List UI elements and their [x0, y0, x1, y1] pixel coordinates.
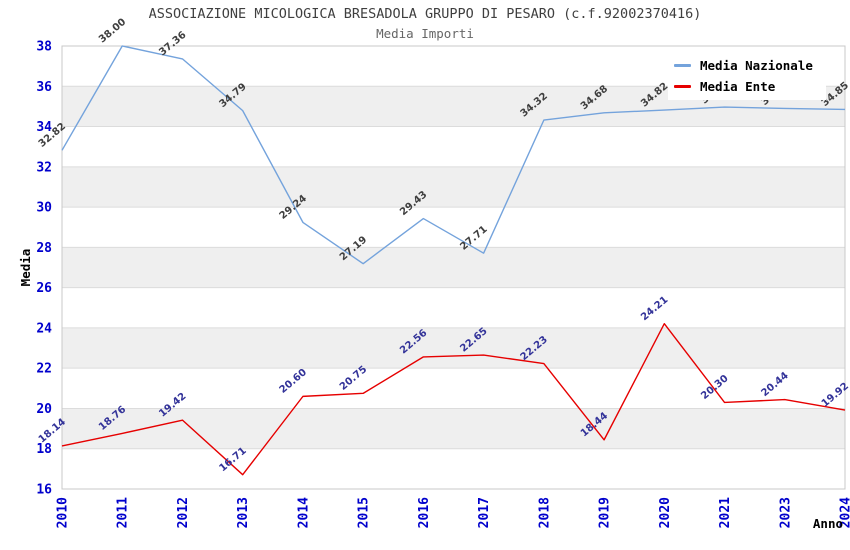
- x-tick-label: 2020: [658, 497, 673, 528]
- x-tick-label: 2019: [598, 497, 613, 528]
- x-tick-label: 2013: [236, 497, 251, 528]
- x-tick-label: 2011: [116, 497, 131, 528]
- x-tick-label: 2024: [839, 497, 850, 528]
- data-point-label: 20.60: [278, 367, 309, 396]
- data-point-label: 16.71: [217, 445, 248, 474]
- series-line-nazionale: [61, 45, 846, 265]
- y-tick-label: 22: [36, 362, 52, 377]
- x-axis-title: Anno: [813, 516, 843, 531]
- x-tick-label: 2017: [477, 497, 492, 528]
- legend-item-media-ente: Media Ente: [668, 79, 826, 94]
- data-point-label: 37.36: [157, 30, 188, 59]
- legend-label: Media Ente: [700, 79, 776, 94]
- x-tick-label: 2015: [357, 497, 372, 528]
- y-tick-label: 28: [36, 241, 52, 256]
- y-tick-label: 26: [36, 281, 52, 296]
- y-tick-label: 24: [36, 321, 52, 336]
- plot-border: [61, 45, 846, 490]
- x-tick-label: 2010: [56, 497, 71, 528]
- y-tick-label: 36: [36, 80, 52, 95]
- y-tick-label: 30: [36, 201, 52, 216]
- legend-item-media-nazionale: Media Nazionale: [668, 58, 826, 73]
- y-axis-tick-labels: 16 18 20 22 24 26 28 30 32 34 36 38: [36, 40, 52, 498]
- y-tick-label: 32: [36, 160, 52, 175]
- series-line-ente: [61, 322, 846, 476]
- legend-label: Media Nazionale: [700, 58, 813, 73]
- y-tick-label: 38: [36, 40, 52, 55]
- y-tick-label: 18: [36, 442, 52, 457]
- data-point-label: 20.44: [760, 370, 791, 399]
- y-tick-label: 34: [36, 120, 52, 135]
- chart-subtitle: Media Importi: [376, 26, 474, 41]
- chart-title: ASSOCIAZIONE MICOLOGICA BRESADOLA GRUPPO…: [148, 6, 702, 22]
- data-point-label: 24.21: [639, 294, 670, 323]
- x-tick-label: 2023: [778, 497, 793, 528]
- data-point-label: 38.00: [97, 17, 128, 46]
- y-tick-label: 20: [36, 402, 52, 417]
- legend-swatch-nazionale-icon: [674, 64, 691, 67]
- data-point-label: 20.30: [699, 373, 730, 402]
- x-tick-label: 2021: [718, 497, 733, 528]
- y-tick-label: 16: [36, 483, 52, 498]
- legend-swatch-ente-icon: [674, 85, 691, 88]
- x-tick-label: 2018: [537, 497, 552, 528]
- x-tick-label: 2016: [417, 497, 432, 528]
- x-axis-tick-labels: 2010 2011 2012 2013 2014 2015 2016 2017 2018 2019…: [56, 497, 850, 528]
- legend: Media Nazionale Media Ente: [668, 52, 826, 100]
- x-tick-label: 2012: [176, 497, 191, 528]
- x-tick-label: 2014: [296, 497, 311, 528]
- y-axis-title: Media: [18, 249, 33, 287]
